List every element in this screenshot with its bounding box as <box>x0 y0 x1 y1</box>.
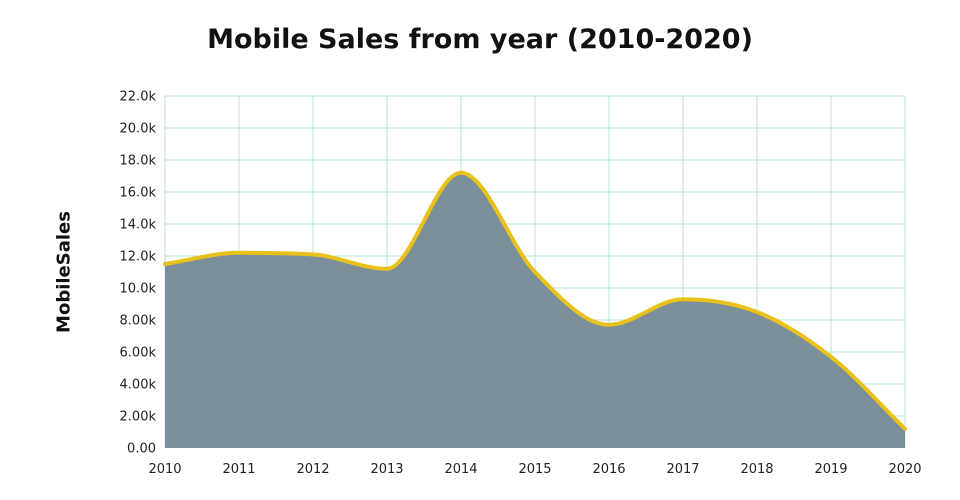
y-tick-label: 10.0k <box>120 282 157 297</box>
area-layer <box>163 170 907 449</box>
x-tick-label: 2016 <box>592 462 625 477</box>
x-tick-label: 2019 <box>814 462 847 477</box>
y-axis-ticks: 0.00 2.00k 4.00k 6.00k 8.00k 10.0k 12.0k 14.0k 1… <box>120 90 157 457</box>
x-tick-label: 2018 <box>740 462 773 477</box>
x-tick-label: 2013 <box>370 462 403 477</box>
x-tick-label: 2012 <box>296 462 329 477</box>
y-tick-label: 18.0k <box>120 154 157 169</box>
x-tick-label: 2011 <box>222 462 255 477</box>
y-tick-label: 12.0k <box>120 250 157 265</box>
y-tick-label: 14.0k <box>120 218 157 233</box>
x-tick-label: 2014 <box>444 462 477 477</box>
y-tick-label: 8.00k <box>120 314 157 329</box>
chart-title: Mobile Sales from year (2010-2020) <box>207 24 753 55</box>
x-axis-ticks: 2010 2011 2012 2013 2014 2015 2016 2017 2018 2019… <box>148 462 921 477</box>
series-area-fill <box>165 172 905 449</box>
x-tick-label: 2010 <box>148 462 181 477</box>
y-tick-label: 20.0k <box>120 122 157 137</box>
y-tick-label: 22.0k <box>120 90 157 105</box>
y-tick-label: 2.00k <box>120 410 157 425</box>
x-tick-label: 2015 <box>518 462 551 477</box>
y-tick-label: 0.00 <box>127 442 156 457</box>
y-tick-label: 4.00k <box>120 378 157 393</box>
series-line <box>163 170 907 431</box>
x-tick-label: 2017 <box>666 462 699 477</box>
y-tick-label: 6.00k <box>120 346 157 361</box>
y-tick-label: 16.0k <box>120 186 157 201</box>
x-tick-label: 2020 <box>888 462 921 477</box>
